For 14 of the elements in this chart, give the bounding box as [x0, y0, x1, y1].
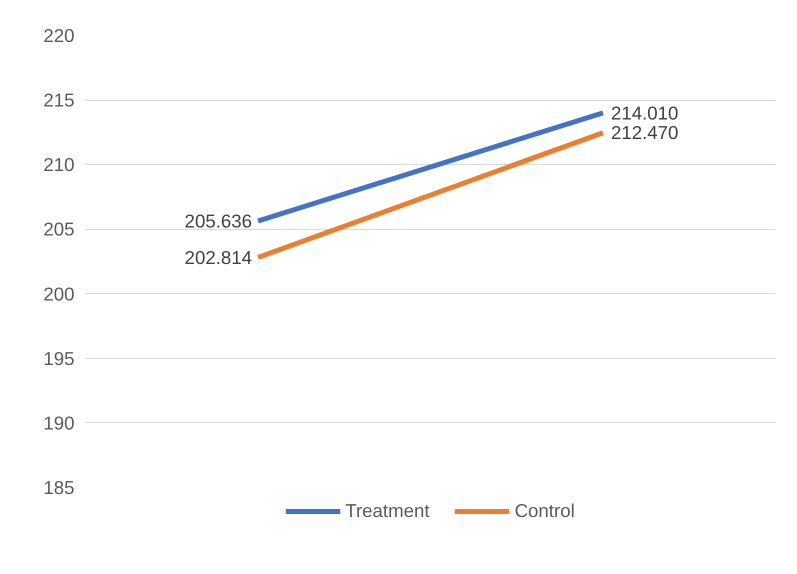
data-label: 205.636 — [184, 210, 252, 232]
data-label: 212.470 — [611, 122, 678, 144]
y-tick-label: 210 — [43, 154, 75, 176]
y-tick-label: 195 — [43, 348, 75, 369]
legend-label: Control — [514, 500, 575, 522]
data-label: 202.814 — [184, 246, 252, 268]
legend-label: Treatment — [345, 500, 430, 522]
y-tick-label: 220 — [43, 25, 75, 46]
y-tick-label: 185 — [43, 477, 75, 498]
data-label: 214.010 — [611, 102, 678, 124]
y-tick-label: 215 — [43, 90, 75, 111]
y-tick-label: 200 — [43, 283, 75, 304]
y-tick-label: 190 — [43, 412, 75, 434]
y-tick-label: 205 — [43, 218, 75, 240]
